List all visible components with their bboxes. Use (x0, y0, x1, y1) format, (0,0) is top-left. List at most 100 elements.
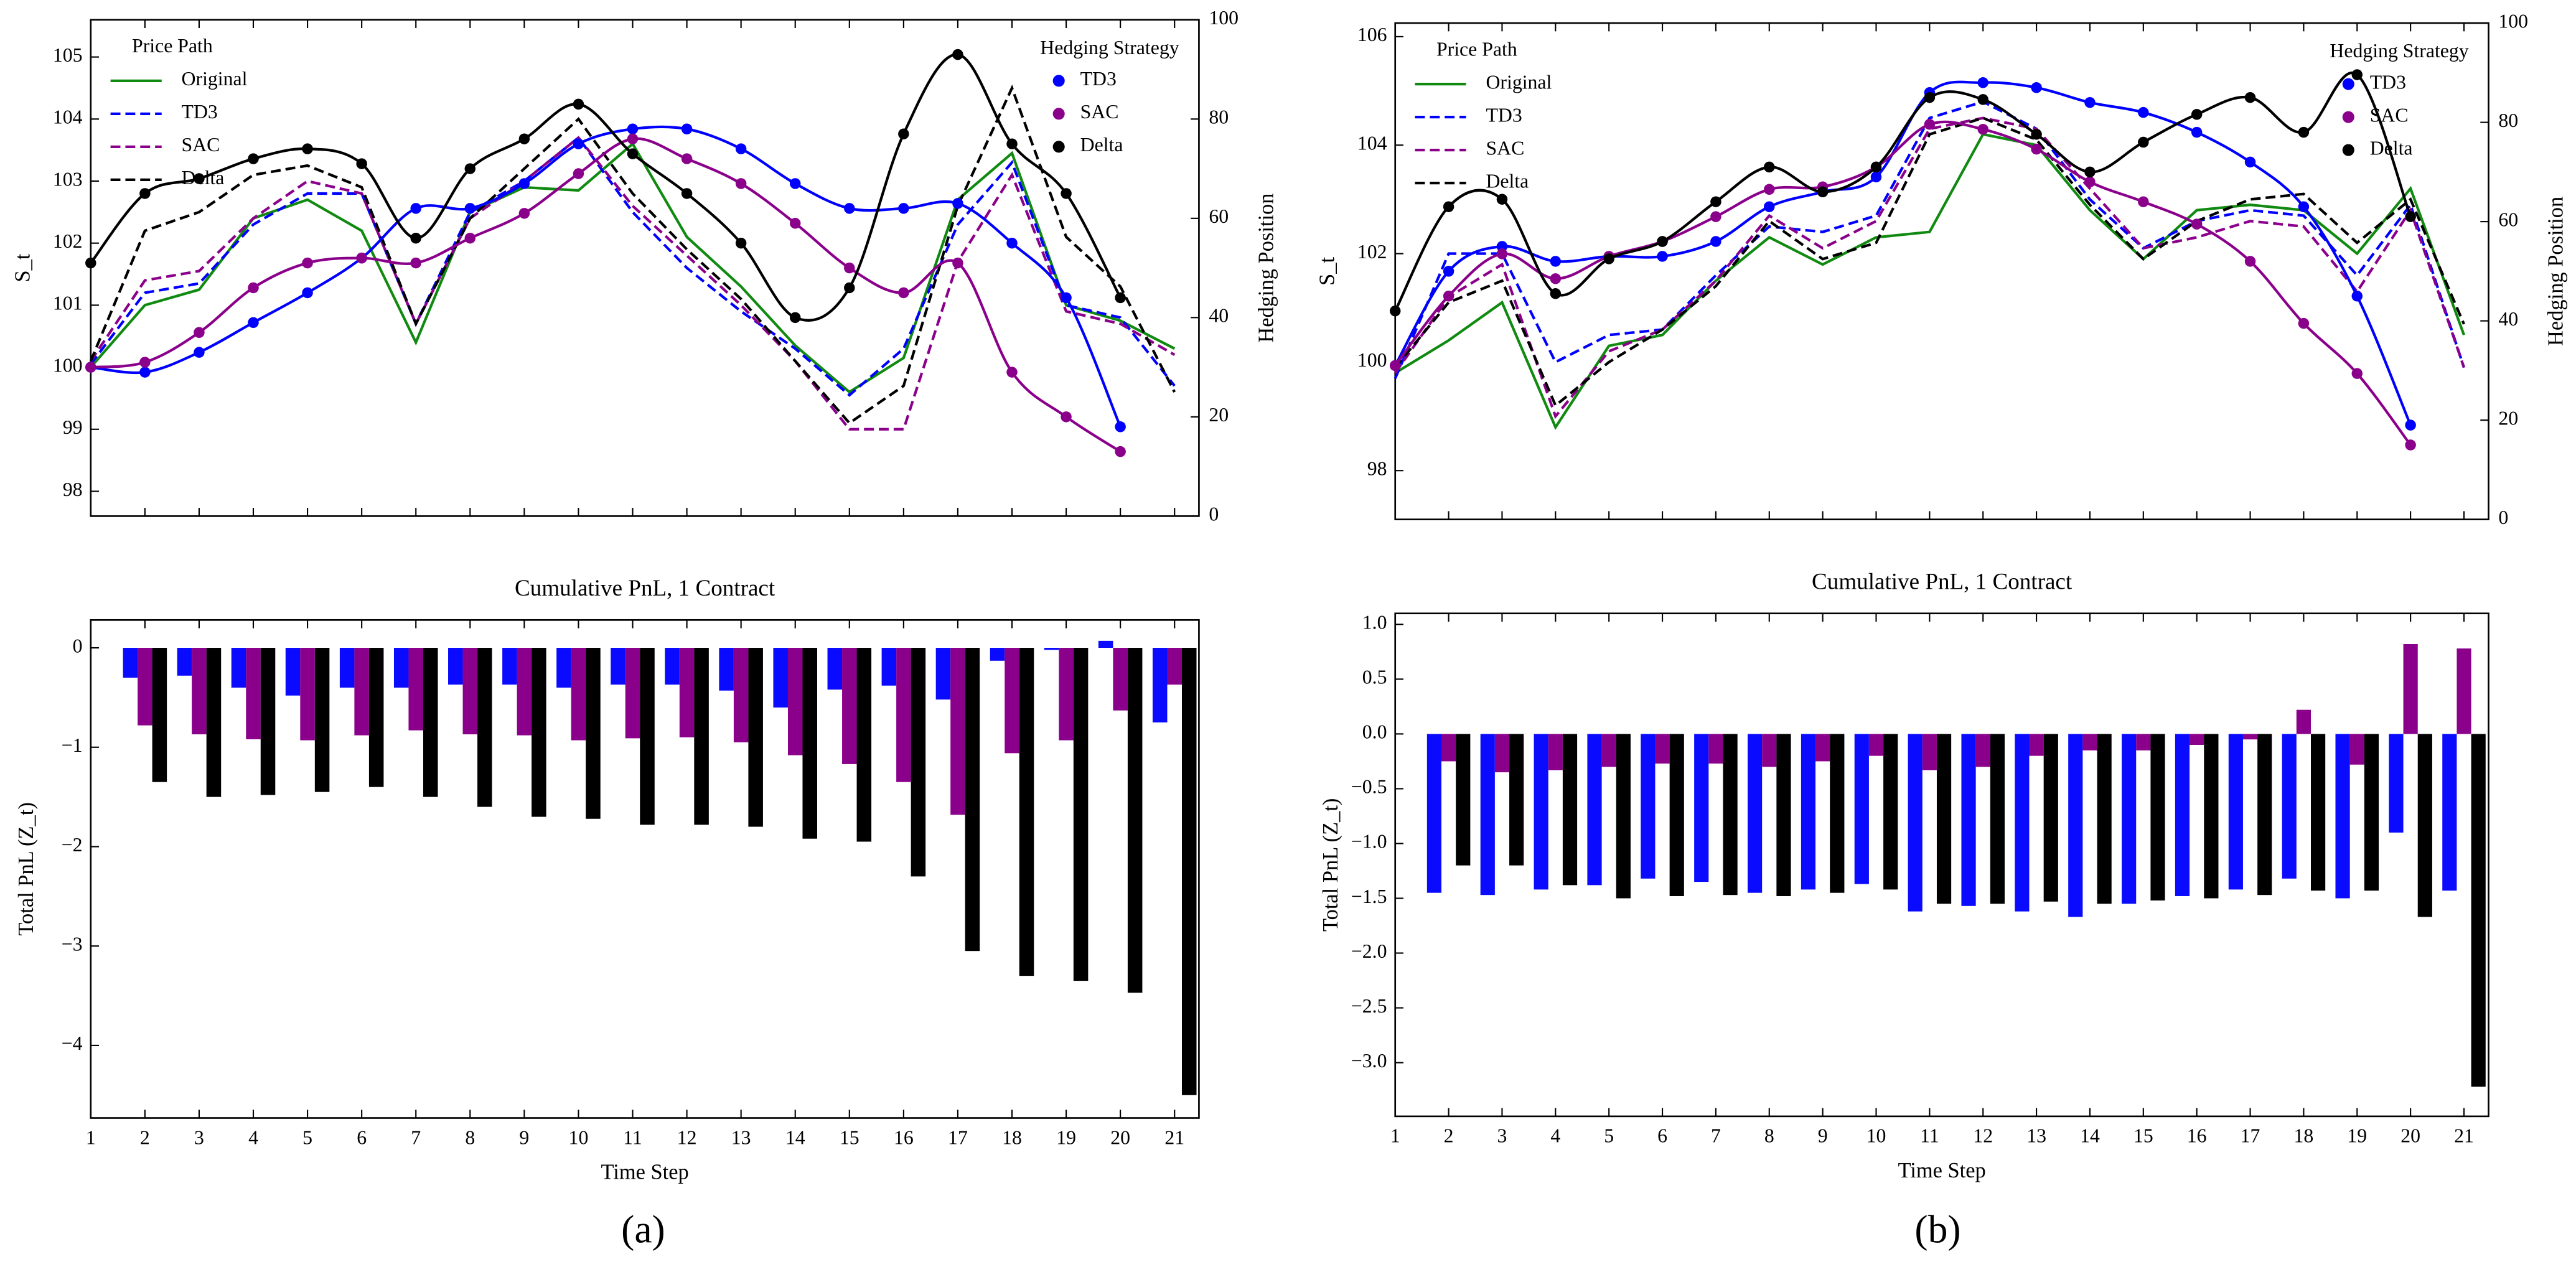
hedge-point (735, 237, 747, 249)
hedge-point (1550, 256, 1562, 267)
bar (911, 648, 926, 877)
legend-title: Hedging Strategy (1040, 37, 1179, 58)
y-tick-label: 104 (53, 106, 83, 128)
y-tick-label: −1 (62, 734, 83, 756)
bar (1854, 734, 1869, 884)
legend-marker (2342, 144, 2354, 156)
bar (1480, 734, 1495, 896)
x-tick-label: 20 (1110, 1126, 1130, 1148)
hedge-point (1870, 161, 1882, 173)
bar (1801, 734, 1816, 890)
bar (2029, 734, 2044, 756)
hedge-point (194, 173, 205, 184)
y2-axis-label: Hedging Position (1255, 194, 1278, 343)
y2-tick-label: 100 (2498, 10, 2528, 32)
hedge-point (410, 257, 421, 269)
bar (1641, 734, 1656, 879)
x-tick-label: 19 (1056, 1126, 1076, 1148)
hedge-curve (1393, 72, 2412, 312)
x-tick-label: 18 (2294, 1125, 2314, 1147)
bar (1936, 734, 1952, 904)
hedge-point (789, 312, 801, 324)
hedge-point (1710, 211, 1721, 222)
bar (314, 648, 330, 792)
bar (1830, 734, 1845, 893)
hedge-point (1389, 360, 1401, 372)
bar (1456, 734, 1471, 866)
bar (2097, 734, 2112, 904)
bar (787, 648, 803, 755)
x-tick-label: 20 (2400, 1125, 2420, 1147)
bar (586, 648, 601, 819)
legend-label: SAC (1486, 137, 1524, 159)
bar (368, 648, 384, 787)
hedge-point (898, 203, 909, 214)
bar (462, 648, 478, 734)
legend-title: Price Path (132, 35, 213, 57)
legend-label: TD3 (1080, 68, 1117, 90)
hedge-point (1443, 266, 1454, 277)
hedge-point (1006, 237, 1018, 249)
bar (935, 648, 951, 700)
hedge-point (410, 232, 421, 244)
x-tick-label: 18 (1002, 1126, 1022, 1148)
hedge-point (1061, 188, 1072, 199)
bar (748, 648, 763, 827)
hedge-point (2084, 176, 2096, 188)
x-tick-label: 10 (569, 1126, 589, 1148)
legend-title: Hedging Strategy (2330, 40, 2468, 62)
x-tick-label: 15 (2133, 1125, 2153, 1147)
hedge-point (573, 168, 584, 179)
bar (2282, 734, 2297, 879)
bar (2015, 734, 2030, 912)
bar (694, 648, 709, 825)
hedge-point (1764, 201, 1775, 212)
x-tick-label: 8 (465, 1126, 475, 1148)
bar (1776, 734, 1791, 896)
y-axis-label: S_t (11, 253, 35, 282)
hedge-point (85, 362, 96, 373)
y-tick-label: −3.0 (1351, 1050, 1387, 1072)
bar (625, 648, 640, 739)
hedge-point (464, 163, 476, 174)
bar (719, 648, 734, 691)
hedge-point (735, 178, 747, 189)
bar (881, 648, 897, 686)
hedge-point (681, 188, 693, 199)
hedge-point (194, 327, 205, 339)
y2-tick-label: 60 (2498, 208, 2518, 230)
hedge-point (248, 153, 259, 164)
y2-tick-label: 20 (2498, 407, 2518, 429)
hedge-point (898, 287, 909, 299)
plot-frame (90, 19, 1200, 517)
x-tick-label: 15 (840, 1126, 859, 1148)
hedge-point (2244, 256, 2256, 267)
x-tick-label: 4 (1550, 1125, 1560, 1147)
bar (1426, 734, 1442, 893)
bar (448, 648, 463, 685)
hedge-point (898, 128, 909, 139)
y2-axis-label: Hedging Position (2544, 197, 2568, 346)
y-tick-label: 102 (1357, 241, 1387, 263)
bar (2136, 734, 2151, 751)
hedge-point (1977, 94, 1988, 105)
bar (2457, 648, 2471, 734)
hedge-point (356, 252, 367, 264)
hedge-curve (90, 125, 1122, 428)
bar (1975, 734, 1990, 767)
legend-label: Original (1486, 71, 1552, 93)
bar (1534, 734, 1548, 890)
y-tick-label: 105 (53, 44, 83, 66)
hedge-point (573, 138, 584, 149)
hedge-point (2138, 136, 2149, 148)
bar (2296, 709, 2311, 734)
y-tick-label: −0.5 (1351, 776, 1387, 798)
y-tick-label: 102 (53, 230, 83, 252)
hedge-point (518, 208, 530, 219)
price-line (1394, 116, 2465, 408)
x-tick-label: 1 (1390, 1125, 1400, 1147)
panel-label: (a) (621, 1207, 665, 1251)
hedge-point (464, 203, 476, 214)
bar (1127, 648, 1143, 993)
bar (1723, 734, 1738, 896)
